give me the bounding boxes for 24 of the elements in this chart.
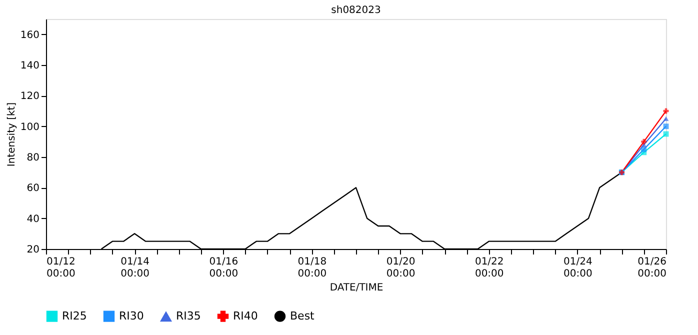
x-tick-label: 01/12 00:00 [46,256,76,280]
y-tick-label: 160 [20,30,40,41]
x-tick-label: 01/18 00:00 [298,256,327,280]
x-axis-title: DATE/TIME [330,282,384,294]
y-tick-label: 80 [26,152,40,164]
x-tick-label: 01/24 00:00 [564,256,592,280]
x-tick-label: 01/20 00:00 [386,256,416,280]
legend-label: Best [290,309,316,322]
x-tick-label: 01/22 00:00 [474,256,504,280]
y-tick-label: 120 [20,91,40,102]
x-tick-label: 01/14 00:00 [120,256,150,280]
y-tick-label: 100 [20,122,40,133]
y-tick-label: 60 [26,183,40,194]
y-tick-label: 140 [20,60,40,72]
legend-label: RI35 [176,310,201,323]
x-tick-label: 01/16 00:00 [209,256,238,280]
legend-label: RI40 [233,309,258,322]
legend-label: RI25 [62,309,87,322]
y-axis-title: Intensity [kt] [6,102,18,167]
chart-title: sh082023 [331,5,381,16]
x-tick-label: 01/26 00:00 [638,256,666,280]
legend-label: RI30 [119,309,144,322]
y-tick-label: 40 [26,214,40,225]
y-tick-label: 20 [26,244,40,256]
